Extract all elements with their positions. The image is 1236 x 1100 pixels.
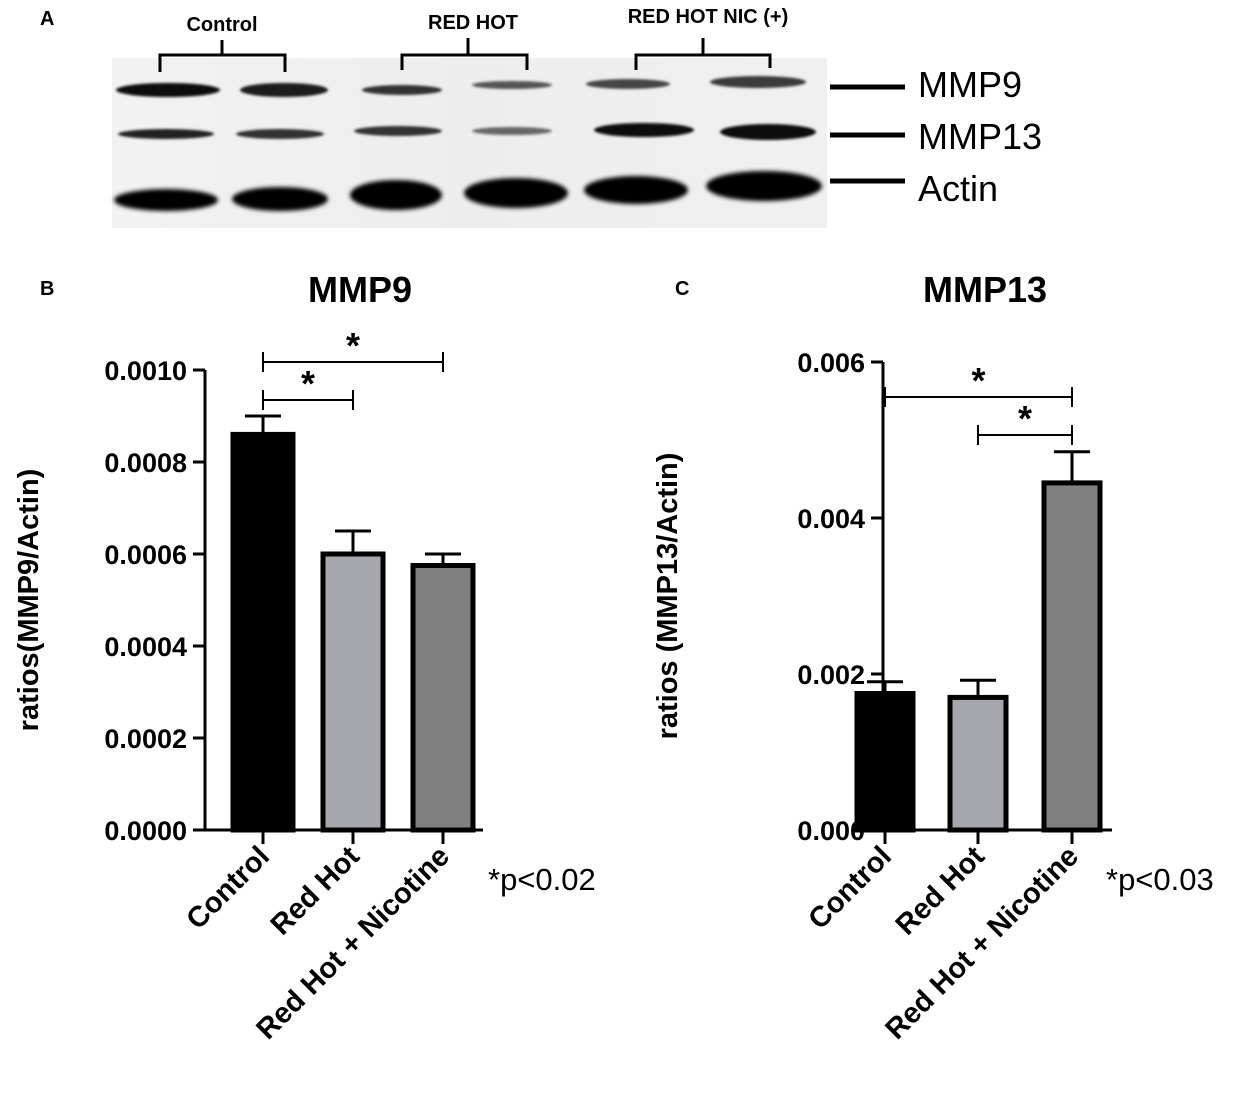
band-label-mmp9: MMP9 xyxy=(918,64,1023,105)
bar xyxy=(410,563,476,833)
chart-title: MMP9 xyxy=(308,269,412,310)
band-label-actin: Actin xyxy=(918,168,999,209)
mmp9-bands xyxy=(116,76,806,97)
western-blot-image xyxy=(112,38,905,228)
band-label-mmp13: MMP13 xyxy=(918,116,1043,157)
significance-star: * xyxy=(971,360,985,401)
blot-group-label-red-hot-nic: RED HOT NIC (+) xyxy=(627,6,789,28)
bar xyxy=(947,694,1009,833)
x-tick-label: Control xyxy=(802,840,898,936)
y-tick-label: 0.0008 xyxy=(104,448,187,478)
x-tick-label: Control xyxy=(180,840,276,936)
y-axis-label: ratios(MMP9/Actin) xyxy=(13,469,45,732)
p-value-note: *p<0.03 xyxy=(1106,862,1214,897)
y-tick-label: 0.0004 xyxy=(104,632,187,662)
y-tick-label: 0.0006 xyxy=(104,540,187,570)
chart-mmp13: MMP13 0.000 0.002 0.004 0.006 ratios (MMP13/A… xyxy=(652,269,1214,1046)
y-axis-label: ratios (MMP13/Actin) xyxy=(652,453,684,740)
panel-letter-b: B xyxy=(40,278,55,300)
p-value-note: *p<0.02 xyxy=(488,862,596,897)
bar xyxy=(1041,480,1103,833)
blot-group-label-control: Control xyxy=(186,14,258,36)
chart-title: MMP13 xyxy=(923,269,1047,310)
y-tick-label: 0.006 xyxy=(797,348,865,378)
y-tick-label: 0.0010 xyxy=(104,356,187,386)
band-marker-lines xyxy=(830,84,905,184)
y-tick-label: 0.0000 xyxy=(104,816,187,846)
blot-group-label-red-hot: RED HOT xyxy=(428,12,518,34)
significance-star: * xyxy=(1018,398,1032,439)
actin-bands xyxy=(114,171,822,211)
significance-star: * xyxy=(346,325,360,366)
y-tick-label: 0.004 xyxy=(797,504,865,534)
mmp13-bands xyxy=(118,123,816,140)
y-tick-label: 0.000 xyxy=(797,816,865,846)
y-tick-label: 0.002 xyxy=(797,660,865,690)
significance-star: * xyxy=(301,363,315,404)
bar xyxy=(854,691,916,833)
panel-letter-c: C xyxy=(675,278,690,300)
panel-letter-a: A xyxy=(40,8,55,30)
bar xyxy=(230,431,296,833)
bar xyxy=(320,551,386,833)
y-tick-label: 0.0002 xyxy=(104,724,187,754)
group-brackets xyxy=(158,38,772,72)
chart-mmp9: MMP9 0.0000 0.0002 0.0004 0.0006 0.0008 0.0010… xyxy=(13,269,596,1046)
